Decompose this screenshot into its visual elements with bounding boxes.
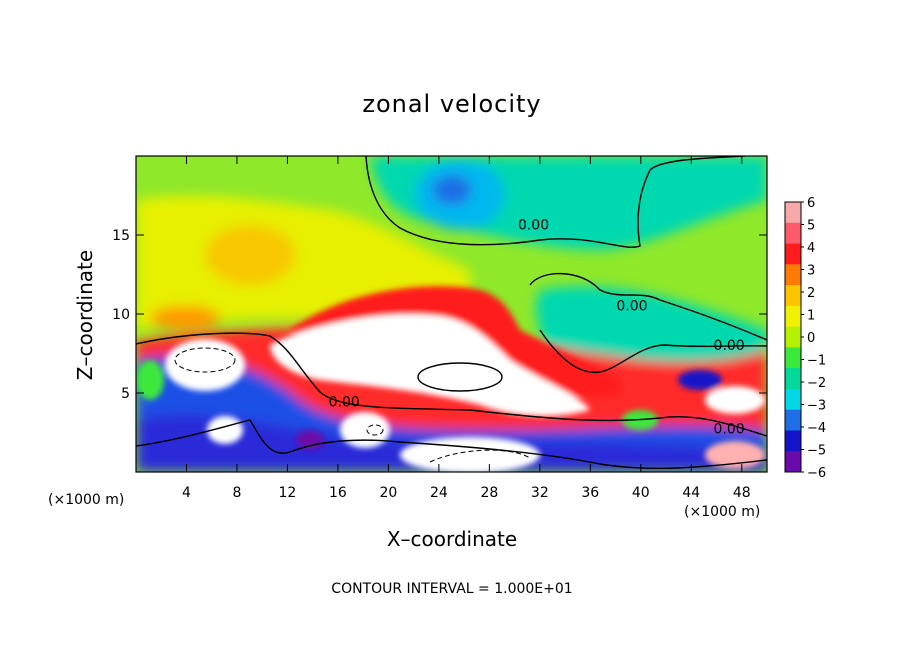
contour-label: 0.00 (714, 338, 745, 354)
colorbar-swatch (785, 451, 801, 473)
x-tick-label: 4 (182, 485, 191, 501)
contour-label: 0.00 (714, 422, 745, 438)
x-tick-label: 16 (329, 485, 347, 501)
x-tick-label: 8 (232, 485, 241, 501)
colorbar-swatch (785, 388, 801, 411)
x-axis: 4 8 12 16 20 24 28 32 36 40 44 48 (182, 156, 751, 501)
y-tick-label: 5 (121, 386, 130, 402)
x-tick-label: 48 (733, 485, 751, 501)
colorbar-swatch (785, 264, 801, 286)
colorbar-swatch (785, 368, 801, 390)
x-axis-label: X–coordinate (387, 527, 517, 551)
colorbar-swatch (785, 202, 801, 224)
x-tick-label: 44 (682, 485, 700, 501)
colorbar-label: 5 (807, 219, 815, 234)
x-tick-label: 20 (379, 485, 397, 501)
colorbar-label: 1 (807, 309, 815, 324)
colorbar-swatch (785, 347, 801, 369)
x-tick-label: 36 (581, 485, 599, 501)
colorbar-label: −3 (807, 399, 826, 414)
x-tick-label: 40 (632, 485, 650, 501)
x-tick-label: 24 (430, 485, 448, 501)
colorbar-swatch (785, 430, 801, 452)
colorbar-swatch (785, 243, 801, 265)
x-tick-label: 32 (531, 485, 549, 501)
colorbar-swatch (785, 409, 801, 431)
x-tick-label: 12 (279, 485, 297, 501)
y-axis-label: Z–coordinate (73, 250, 97, 380)
x-unit-label-left: (×1000 m) (48, 492, 124, 508)
x-tick-label: 28 (480, 485, 498, 501)
colorbar-label: 3 (807, 264, 815, 279)
contour-label: 0.00 (329, 395, 360, 411)
colorbar-swatch (785, 326, 801, 348)
contour-interval-label: CONTOUR INTERVAL = 1.000E+01 (331, 581, 572, 597)
colorbar-label: −5 (807, 444, 826, 459)
colorbar-label: 0 (807, 331, 815, 346)
colorbar-label: −2 (807, 376, 826, 391)
colorbar-swatch (785, 222, 801, 245)
contour-label: 0.00 (518, 218, 549, 234)
colorbar-swatch (785, 285, 801, 307)
x-unit-label-right: (×1000 m) (684, 504, 760, 520)
colorbar-label: 2 (807, 286, 815, 301)
velocity-field: 0.00 0.00 0.00 0.00 0.00 (136, 156, 767, 472)
colorbar-label: 4 (807, 241, 815, 256)
colorbar-label: −1 (807, 354, 826, 369)
chart-title: zonal velocity (362, 90, 541, 118)
y-tick-label: 15 (112, 228, 130, 244)
y-tick-label: 10 (112, 307, 130, 323)
colorbar-swatch (785, 305, 801, 328)
contour-label: 0.00 (616, 298, 647, 314)
colorbar: 6 5 4 3 2 1 0 −1 −2 −3 −4 −5 −6 (784, 196, 826, 481)
colorbar-label: −6 (807, 466, 826, 481)
colorbar-label: 6 (807, 196, 815, 211)
colorbar-label: −4 (807, 421, 826, 436)
y-axis: 5 10 15 (112, 228, 767, 402)
